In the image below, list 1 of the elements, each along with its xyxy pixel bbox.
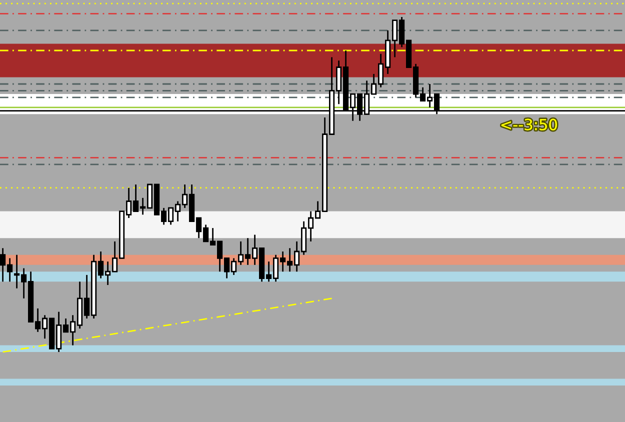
- text: <--3:50: [501, 118, 557, 130]
